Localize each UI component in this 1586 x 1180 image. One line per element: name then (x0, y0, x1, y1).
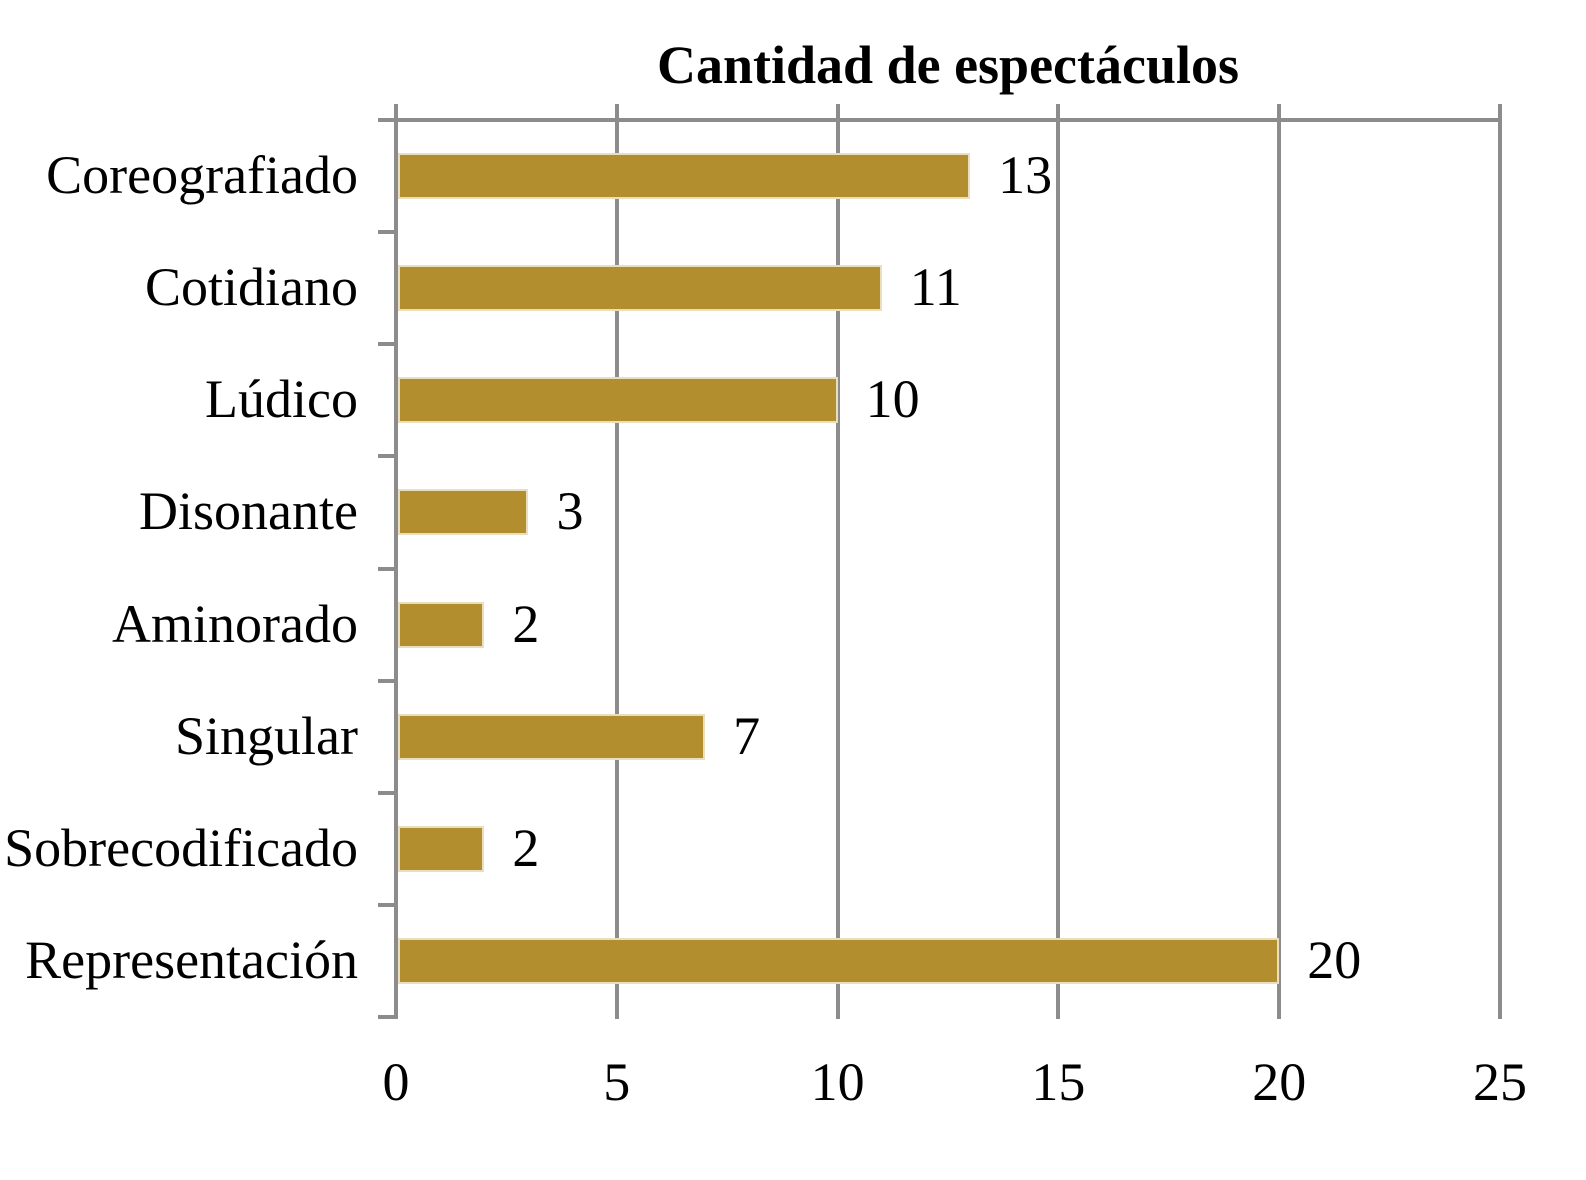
category-tick (378, 566, 396, 571)
bar (398, 825, 485, 872)
bar-value-label: 3 (556, 481, 584, 542)
category-label: Lúdico (205, 369, 358, 430)
gridline (835, 104, 840, 1019)
bar-value-label: 7 (733, 705, 761, 766)
category-label: Coreografiado (46, 144, 358, 205)
gridline (614, 104, 619, 1019)
bar (398, 713, 706, 760)
bar-value-label: 10 (865, 369, 920, 430)
bar-value-label: 11 (909, 257, 962, 318)
x-tick-label: 25 (1473, 1052, 1527, 1112)
bar-value-label: 13 (998, 144, 1053, 205)
x-tick-label: 20 (1252, 1052, 1307, 1112)
category-tick (378, 1015, 396, 1019)
gridline (1498, 104, 1502, 1019)
bar (398, 265, 882, 312)
category-tick (378, 790, 396, 795)
bar-value-label: 2 (512, 593, 540, 654)
bar (398, 489, 529, 536)
y-axis-line (394, 104, 398, 1019)
category-label: Singular (175, 705, 358, 766)
bar (398, 601, 485, 648)
category-tick (378, 230, 396, 235)
plot-top-border (378, 118, 1502, 122)
category-label: Disonante (139, 481, 358, 542)
x-tick-label: 10 (810, 1052, 865, 1112)
category-tick (378, 678, 396, 683)
bar (398, 937, 1280, 984)
category-label: Representación (25, 929, 358, 990)
bar-value-label: 20 (1307, 929, 1362, 990)
category-label: Sobrecodificado (4, 817, 358, 878)
gridline (1277, 104, 1282, 1019)
category-tick (378, 342, 396, 347)
bar (398, 377, 838, 424)
category-tick (378, 454, 396, 459)
category-label: Cotidiano (145, 257, 358, 318)
bar (398, 153, 971, 200)
chart-title: Cantidad de espectáculos (656, 35, 1240, 95)
bar-value-label: 2 (512, 817, 540, 878)
category-label: Aminorado (112, 593, 358, 654)
x-tick-label: 5 (603, 1052, 631, 1112)
x-tick-label: 0 (382, 1052, 410, 1112)
category-tick (378, 118, 396, 122)
x-tick-label: 15 (1031, 1052, 1086, 1112)
category-tick (378, 902, 396, 907)
gridline (1056, 104, 1061, 1019)
